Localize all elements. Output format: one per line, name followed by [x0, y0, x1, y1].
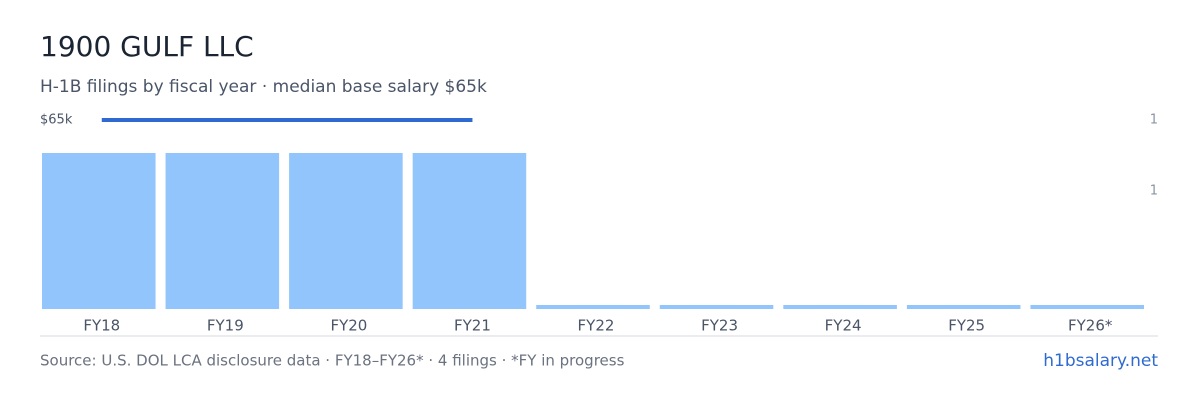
chart-subtitle: H-1B filings by fiscal year · median bas… [40, 77, 487, 97]
bar [659, 305, 774, 309]
x-tick-label: FY20 [330, 317, 367, 335]
x-tick-label: FY25 [948, 317, 985, 335]
bar [1030, 305, 1144, 309]
bar [412, 153, 527, 309]
bar [289, 153, 403, 309]
x-tick-label: FY26* [1068, 317, 1113, 335]
bar [906, 305, 1021, 309]
bar [165, 153, 280, 309]
x-tick-label: FY21 [454, 317, 491, 335]
x-tick-label: FY19 [207, 317, 244, 335]
right-label: 1 [1150, 113, 1158, 128]
x-tick-label: FY23 [701, 317, 738, 335]
chart-title: 1900 GULF LLC [40, 30, 254, 63]
brand-link[interactable]: h1bsalary.net [1043, 351, 1158, 371]
salary-label: $65k [40, 113, 73, 128]
bar [42, 153, 156, 309]
right-label: 1 [1150, 184, 1158, 199]
x-tick-label: FY22 [578, 317, 615, 335]
source-note: Source: U.S. DOL LCA disclosure data · F… [40, 352, 625, 370]
bar [783, 305, 897, 309]
bar [536, 305, 650, 309]
x-tick-label: FY24 [825, 317, 862, 335]
x-tick-label: FY18 [83, 317, 120, 335]
